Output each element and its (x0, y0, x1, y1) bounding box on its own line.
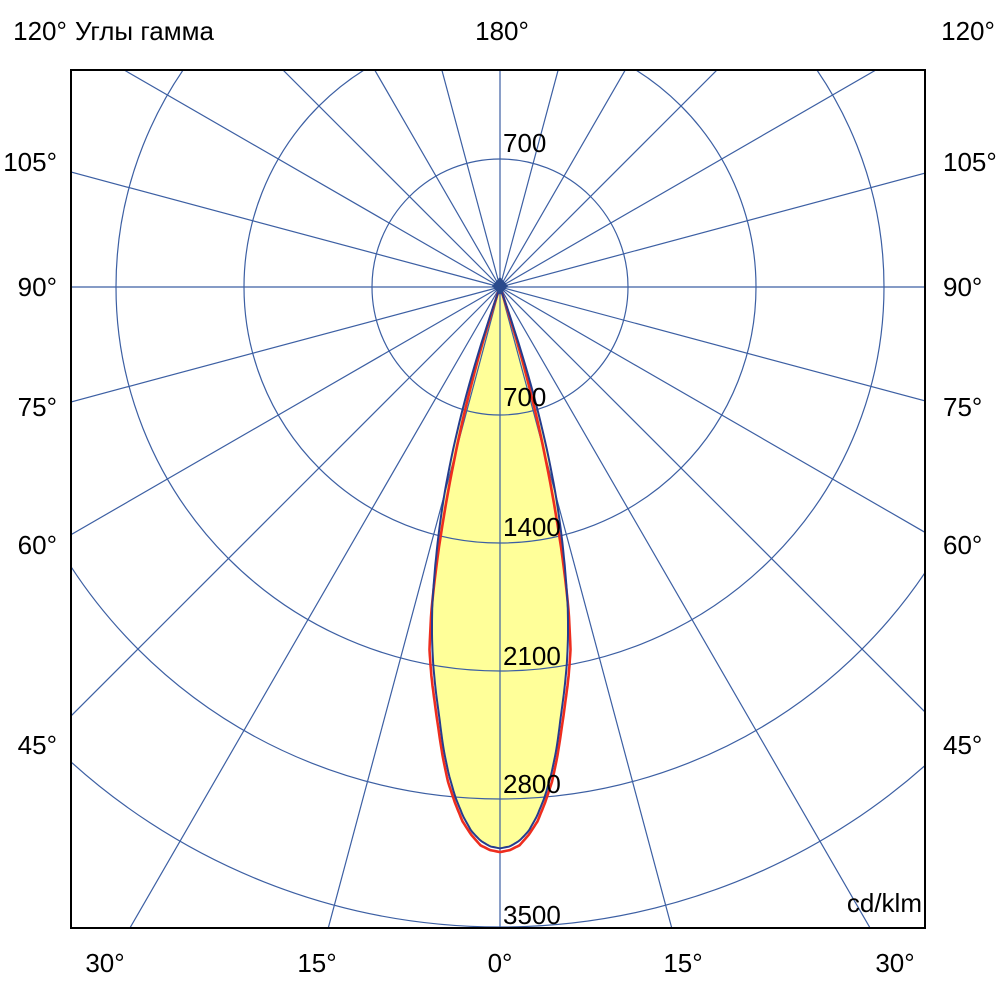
intensity-ring-label: 2800 (503, 769, 561, 799)
gamma-grid-ray (71, 286, 501, 403)
gamma-angle-label-right: 75° (943, 392, 982, 422)
gamma-angle-label-bottom: 30° (875, 948, 914, 978)
intensity-grid-circle (115, 70, 885, 672)
beam-outline-c0-c180 (431, 283, 569, 850)
gamma-angle-label-bottom: 0° (488, 948, 513, 978)
gamma-grid-ray (374, 70, 501, 288)
gamma-angle-label-left: 60° (18, 530, 57, 560)
gamma-angle-label-right: 105° (943, 147, 997, 177)
gamma-grid-ray (441, 70, 501, 288)
unit-label: cd/klm (847, 888, 922, 918)
center-point-marker (492, 277, 508, 295)
gamma-angle-label-top: 180° (475, 16, 529, 46)
gamma-grid-ray (71, 286, 501, 536)
gamma-grid-ray (499, 70, 878, 288)
intensity-grid-circle (71, 565, 925, 800)
intensity-grid-circle (371, 158, 629, 416)
gamma-angle-label-bottom: 15° (297, 948, 336, 978)
gamma-grid-ray (499, 286, 925, 713)
gamma-grid-ray (71, 171, 501, 288)
gamma-grid-ray (71, 286, 501, 717)
intensity-ring-label: 700 (503, 382, 546, 412)
gamma-angle-label-top: 120° (941, 16, 995, 46)
chart-title: Углы гамма (75, 16, 214, 46)
gamma-grid-ray (499, 70, 718, 288)
gamma-grid-ray (499, 286, 925, 534)
gamma-grid-ray (129, 286, 501, 928)
gamma-grid-ray (499, 70, 626, 288)
gamma-grid-ray (282, 70, 501, 288)
intensity-ring-label: 3500 (503, 900, 561, 930)
gamma-angle-label-right: 60° (943, 530, 982, 560)
intensity-ring-label: 700 (503, 128, 546, 158)
gamma-grid-ray (499, 172, 925, 288)
plot-border (70, 69, 926, 929)
gamma-angle-label-left: 90° (18, 272, 57, 302)
gamma-angle-label-left: 105° (3, 147, 57, 177)
intensity-grid-circle (243, 70, 757, 544)
gamma-grid-ray (499, 70, 559, 288)
gamma-angle-label-bottom: 15° (663, 948, 702, 978)
intensity-ring-label: 2100 (503, 641, 561, 671)
gamma-angle-label-bottom: 30° (85, 948, 124, 978)
gamma-angle-label-right: 45° (943, 730, 982, 760)
intensity-ring-label: 1400 (503, 512, 561, 542)
gamma-angle-label-left: 75° (18, 392, 57, 422)
gamma-grid-ray (122, 70, 501, 288)
gamma-grid-ray (499, 286, 871, 928)
gamma-angle-label-right: 90° (943, 272, 982, 302)
gamma-grid-ray (499, 286, 925, 402)
gamma-angle-label-left: 45° (18, 730, 57, 760)
gamma-angle-label-top: 120° (13, 16, 67, 46)
